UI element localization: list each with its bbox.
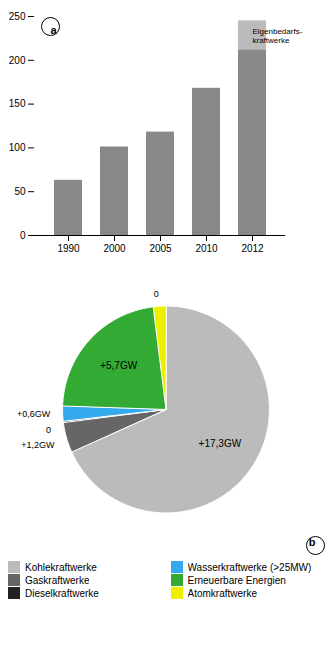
svg-text:+0,6GW: +0,6GW [17,409,51,419]
svg-text:50: 50 [14,186,26,197]
svg-text:1990: 1990 [57,243,80,254]
svg-text:250: 250 [9,11,26,22]
svg-text:a: a [51,24,58,36]
svg-text:100: 100 [9,142,26,153]
html-text:Dieselkraftwerke: Dieselkraftwerke [25,587,99,599]
svg-text:0: 0 [46,425,51,435]
svg-text:0: 0 [154,289,159,299]
svg-text:2000: 2000 [103,243,126,254]
svg-text:200: 200 [9,55,26,66]
html-text:Erneuerbare Energien: Erneuerbare Energien [187,574,286,586]
html-text:Atomkraftwerke: Atomkraftwerke [187,587,257,599]
svg-text:b: b [309,536,316,548]
svg-text:150: 150 [9,98,26,109]
html-text:Wasserkraftwerke (>25MW): Wasserkraftwerke (>25MW) [187,561,312,573]
svg-text:Eigenbedarfs-kraftwerke: Eigenbedarfs-kraftwerke [253,27,303,45]
svg-text:2012: 2012 [241,243,264,254]
svg-text:+5,7GW: +5,7GW [100,360,138,371]
svg-text:0: 0 [20,230,26,241]
html-text:Gaskraftwerke: Gaskraftwerke [25,574,90,586]
svg-text:+1,2GW: +1,2GW [21,440,55,450]
svg-text:2005: 2005 [149,243,172,254]
svg-text:2010: 2010 [195,243,218,254]
html-text:Kohlekraftwerke: Kohlekraftwerke [25,561,97,573]
svg-text:+17,3GW: +17,3GW [199,438,242,449]
